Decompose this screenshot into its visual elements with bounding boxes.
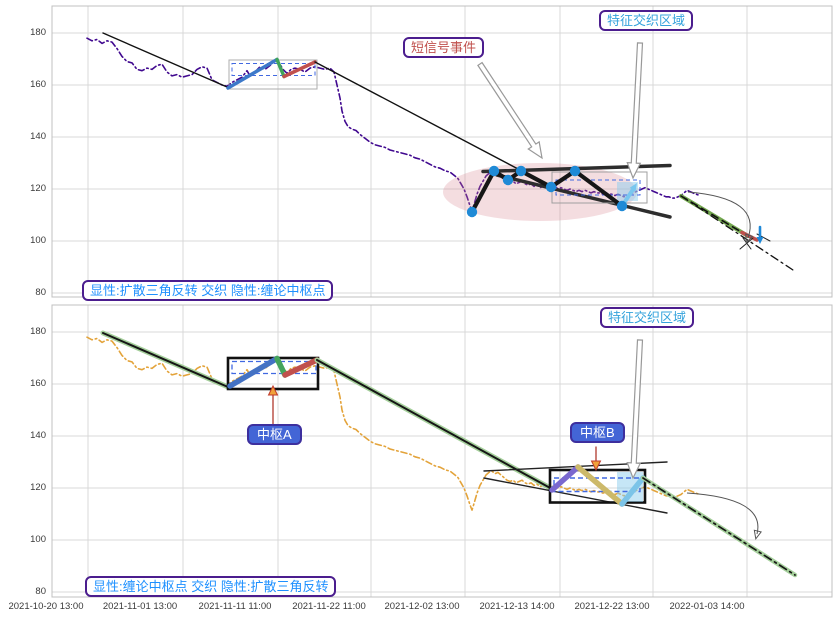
y-tick-label: 140 — [30, 131, 46, 142]
x-tick-label: 2021-11-22 11:00 — [292, 601, 366, 612]
feature-zone-label-bottom: 特征交织区域 — [600, 307, 695, 328]
y-tick-label: 80 — [35, 287, 46, 298]
y-tick-label: 100 — [30, 534, 46, 545]
panel2-pattern-badge: 显性:缠论中枢点 交织 隐性:扩散三角反转 — [85, 576, 337, 597]
pivot-b-label: 中枢B — [570, 422, 625, 443]
y-tick-label: 180 — [30, 27, 46, 38]
x-tick-label: 2021-12-02 13:00 — [384, 601, 460, 612]
x-tick-label: 2021-12-13 14:00 — [479, 601, 555, 612]
x-tick-label: 2021-11-11 11:00 — [198, 601, 272, 612]
y-tick-label: 160 — [30, 378, 46, 389]
x-tick-label: 2022-01-03 14:00 — [669, 601, 745, 612]
y-tick-label: 80 — [35, 586, 46, 597]
pivot-a-label: 中枢A — [247, 424, 302, 445]
y-tick-label: 100 — [30, 235, 46, 246]
y-tick-label: 160 — [30, 79, 46, 90]
feature-zone-label-top: 特征交织区域 — [599, 10, 694, 31]
panel1-pattern-badge: 显性:扩散三角反转 交织 隐性:缠论中枢点 — [82, 280, 334, 301]
y-tick-label: 140 — [30, 430, 46, 441]
y-tick-label: 180 — [30, 326, 46, 337]
x-tick-label: 2021-12-22 13:00 — [574, 601, 650, 612]
y-tick-label: 120 — [30, 482, 46, 493]
x-tick-label: 2021-10-20 13:00 — [8, 601, 84, 612]
y-tick-label: 120 — [30, 183, 46, 194]
x-tick-label: 2021-11-01 13:00 — [102, 601, 178, 612]
short-signal-label: 短信号事件 — [403, 37, 485, 58]
